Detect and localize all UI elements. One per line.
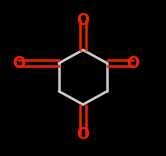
Text: O: O <box>77 13 89 28</box>
Text: O: O <box>77 127 89 142</box>
Text: O: O <box>12 56 25 71</box>
Text: O: O <box>126 56 139 71</box>
